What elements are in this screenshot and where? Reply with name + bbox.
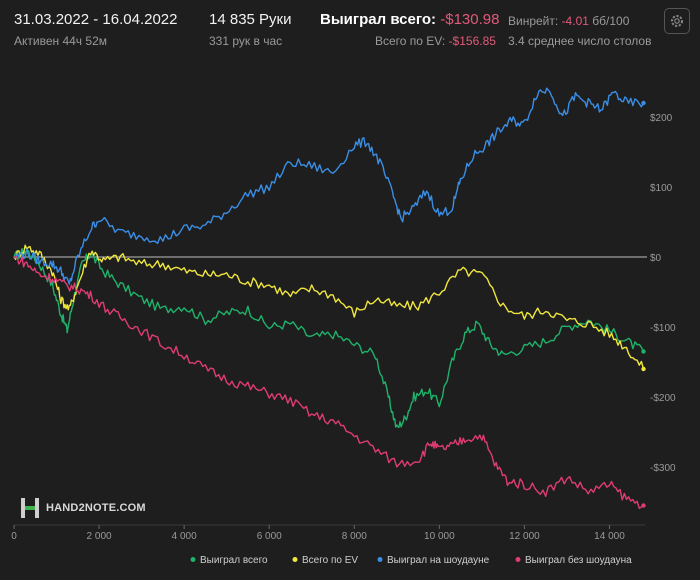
ev-total-value: -$156.85 [448,34,496,48]
legend-label: Выиграл всего [200,555,268,566]
y-tick-label: -$200 [650,393,676,404]
x-tick-label: 0 [11,531,17,542]
bankroll-chart: $200 $100 $0 -$100 -$200 -$300 0 2 000 4 000 6 0… [11,87,676,566]
x-tick-label: 12 000 [509,531,540,542]
legend-marker [292,557,298,562]
series-line-1 [13,244,645,370]
winrate: Винрейт: -4.01 бб/100 [508,14,629,28]
stats-header: 31.03.2022 - 16.04.2022 Активен 44ч 52м … [0,0,700,52]
series-end-point-0 [641,349,646,354]
y-axis: $200 $100 $0 -$100 -$200 -$300 [14,113,676,526]
active-time: Активен 44ч 52м [14,34,107,48]
legend-marker [515,557,521,562]
x-tick-label: 10 000 [424,531,455,542]
x-tick-label: 6 000 [257,531,282,542]
legend-item-1[interactable]: Всего по EV [292,555,359,566]
legend: Выиграл всего Всего по EV Выиграл на шоуда… [190,554,633,566]
series-line-2 [13,87,645,285]
winrate-value: -4.01 [561,14,589,28]
legend-item-3[interactable]: Выиграл без шоудауна [515,554,633,566]
won-total-label: Выиграл всего: [320,11,437,28]
x-tick-label: 14 000 [594,531,625,542]
x-tick-label: 2 000 [87,531,112,542]
y-tick-label: $0 [650,253,662,264]
series-end-point-3 [641,503,646,508]
legend-marker [377,557,383,562]
won-total: Выиграл всего: -$130.98 [320,11,499,28]
legend-label: Выиграл без шоудауна [525,554,632,566]
y-tick-label: -$300 [650,463,676,474]
y-tick-label: $200 [650,113,673,124]
winrate-unit: бб/100 [592,14,630,28]
x-axis: 0 2 000 4 000 6 000 8 000 10 000 12 000 14 000 [11,525,625,542]
settings-button[interactable] [664,8,690,34]
x-tick-label: 8 000 [342,531,367,542]
series-lines [13,87,646,509]
x-tick-label: 4 000 [172,531,197,542]
logo-text: HAND2NOTE.COM [46,502,146,514]
legend-item-0[interactable]: Выиграл всего [190,555,269,566]
gear-icon [671,15,683,27]
hands-per-hour: 331 рук в час [209,34,283,48]
legend-label: Выиграл на шоудауне [387,555,490,566]
hands-count: 14 835 Руки [209,11,292,28]
ev-total: Всего по EV: -$156.85 [375,34,496,48]
won-total-value: -$130.98 [440,11,500,28]
y-tick-label: $100 [650,183,673,194]
legend-marker [190,557,196,562]
series-line-0 [13,247,645,429]
legend-label: Всего по EV [302,555,358,566]
winrate-label: Винрейт: [508,14,559,28]
series-end-point-1 [641,366,646,372]
avg-tables: 3.4 среднее число столов [508,34,652,48]
h2n-logo-icon [21,498,39,518]
y-tick-label: -$100 [650,323,676,334]
date-range: 31.03.2022 - 16.04.2022 [14,11,178,28]
series-end-point-2 [641,100,646,106]
ev-total-label: Всего по EV: [375,34,446,48]
legend-item-2[interactable]: Выиграл на шоудауне [377,555,490,566]
series-line-3 [13,256,644,509]
logo: HAND2NOTE.COM [20,497,146,519]
